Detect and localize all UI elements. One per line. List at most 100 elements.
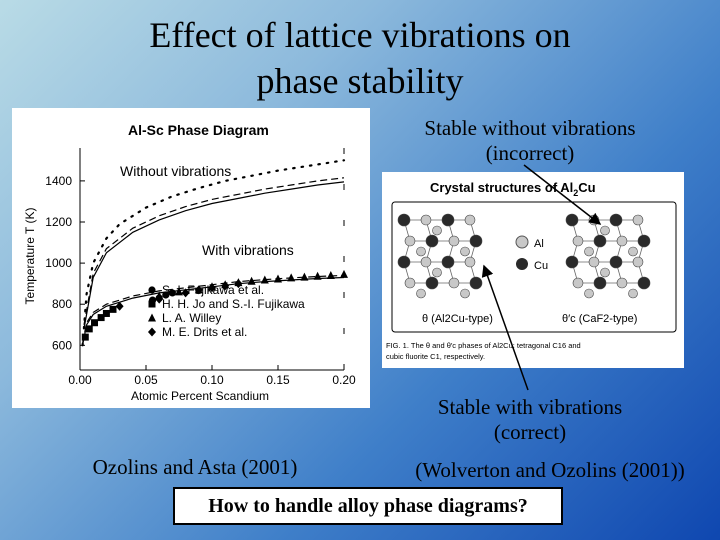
x-tick-label: 0.20 <box>332 373 356 387</box>
cu-atom <box>469 276 483 290</box>
al-atom <box>600 267 610 278</box>
cu-atom <box>609 213 623 227</box>
data-point-triangle <box>300 272 309 281</box>
al-atom <box>628 288 638 299</box>
legend-cu-atom <box>516 258 528 270</box>
title-line-2: phase stability <box>256 61 464 101</box>
label-with: Stable with vibrations (correct) <box>437 395 623 444</box>
cu-atom <box>397 255 411 269</box>
data-point-square <box>85 325 93 333</box>
al-atom <box>416 288 426 299</box>
cu-atom <box>565 213 579 227</box>
slide-title: Effect of lattice vibrations on phase st… <box>60 12 660 104</box>
cu-atom <box>441 213 455 227</box>
x-tick-label: 0.00 <box>68 373 92 387</box>
data-point-triangle <box>287 273 296 282</box>
annotation-with: With vibrations <box>202 242 294 258</box>
data-point-diamond <box>181 288 190 298</box>
al-atom <box>464 256 476 268</box>
data-point-diamond <box>115 301 124 311</box>
al-atom <box>432 225 442 236</box>
thetac-label: θ′c (CaF2-type) <box>562 313 637 325</box>
al-atom <box>628 246 638 257</box>
data-point-diamond <box>194 285 203 295</box>
data-point-square <box>102 309 110 317</box>
data-point-diamond <box>234 279 243 289</box>
cu-atom <box>637 234 651 248</box>
cu-atom <box>593 234 607 248</box>
legend-al-label: Al <box>534 238 544 250</box>
al-atom <box>632 214 644 226</box>
cu-atom <box>397 213 411 227</box>
data-point-diamond <box>208 283 216 293</box>
data-point-triangle <box>313 271 322 280</box>
al-atom <box>416 246 426 257</box>
data-point-triangle <box>326 270 335 279</box>
y-tick-label: 1200 <box>45 215 72 229</box>
citation-right: (Wolverton and Ozolins (2001)) <box>415 458 685 482</box>
al-atom <box>588 256 600 268</box>
cu-atom <box>425 234 439 248</box>
y-axis-label: Temperature T (K) <box>23 208 37 305</box>
al-atom <box>584 288 594 299</box>
data-point-diamond <box>148 327 156 337</box>
thetac-lattice <box>565 213 651 299</box>
data-point-triangle <box>247 276 256 285</box>
legend-cu-label: Cu <box>534 260 548 272</box>
cu-atom <box>425 276 439 290</box>
chart-title: Al-Sc Phase Diagram <box>128 122 269 138</box>
x-tick-label: 0.15 <box>266 373 290 387</box>
legend-entry-label: H. H. Jo and S.-I. Fujikawa <box>162 297 305 311</box>
al-atom <box>448 277 460 289</box>
cu-atom <box>637 276 651 290</box>
crystal-title: Crystal structures of Al2Cu <box>430 180 596 198</box>
curve-dotted <box>81 159 346 347</box>
crystal-caption-1: FIG. 1. The θ and θ′c phases of Al2Cu: t… <box>386 341 581 350</box>
al-atom <box>588 214 600 226</box>
annotation-without: Without vibrations <box>120 163 231 179</box>
theta-lattice <box>397 213 483 299</box>
cu-atom <box>593 276 607 290</box>
x-axis-label: Atomic Percent Scandium <box>131 389 269 403</box>
phase-diagram-panel: Al-Sc Phase Diagram Without vibrations W… <box>12 108 370 408</box>
label-without: Stable without vibrations (incorrect) <box>424 116 636 165</box>
al-atom <box>448 235 460 247</box>
phase-diagram-chart: Al-Sc Phase Diagram Without vibrations W… <box>23 122 356 403</box>
legend-entry-label: M. E. Drits et al. <box>162 325 247 339</box>
al-atom <box>616 277 628 289</box>
crystal-structure-panel: Crystal structures of Al2Cu Al Cu θ (Al2… <box>382 172 684 368</box>
data-point-diamond <box>221 281 230 291</box>
al-atom <box>420 214 432 226</box>
al-atom <box>616 235 628 247</box>
cu-atom <box>609 255 623 269</box>
al-atom <box>632 256 644 268</box>
al-atom <box>432 267 442 278</box>
data-point-diamond <box>155 294 164 304</box>
data-point-circle <box>168 289 176 297</box>
crystal-structure-figure: Crystal structures of Al2Cu Al Cu θ (Al2… <box>386 180 677 361</box>
legend-entry-label: S.-I. Fujikawa et al. <box>162 283 264 297</box>
data-point-triangle <box>175 287 183 296</box>
cu-atom <box>441 255 455 269</box>
al-atom <box>572 235 584 247</box>
al-atom <box>600 225 610 236</box>
al-atom <box>460 288 470 299</box>
cu-atom <box>565 255 579 269</box>
al-atom <box>404 235 416 247</box>
theta-label: θ (Al2Cu-type) <box>422 313 493 325</box>
data-point-triangle <box>148 313 156 322</box>
data-point-square <box>91 319 99 327</box>
al-atom <box>464 214 476 226</box>
y-tick-label: 800 <box>52 297 72 311</box>
title-line-1: Effect of lattice vibrations on <box>149 15 571 55</box>
al-atom <box>460 246 470 257</box>
question-box: How to handle alloy phase diagrams? <box>173 487 563 525</box>
al-atom <box>420 256 432 268</box>
data-point-square <box>148 300 156 308</box>
al-atom <box>572 277 584 289</box>
y-tick-label: 1000 <box>45 256 72 270</box>
data-point-square <box>81 333 89 341</box>
al-atom <box>584 246 594 257</box>
cu-atom <box>469 234 483 248</box>
x-tick-label: 0.05 <box>134 373 158 387</box>
